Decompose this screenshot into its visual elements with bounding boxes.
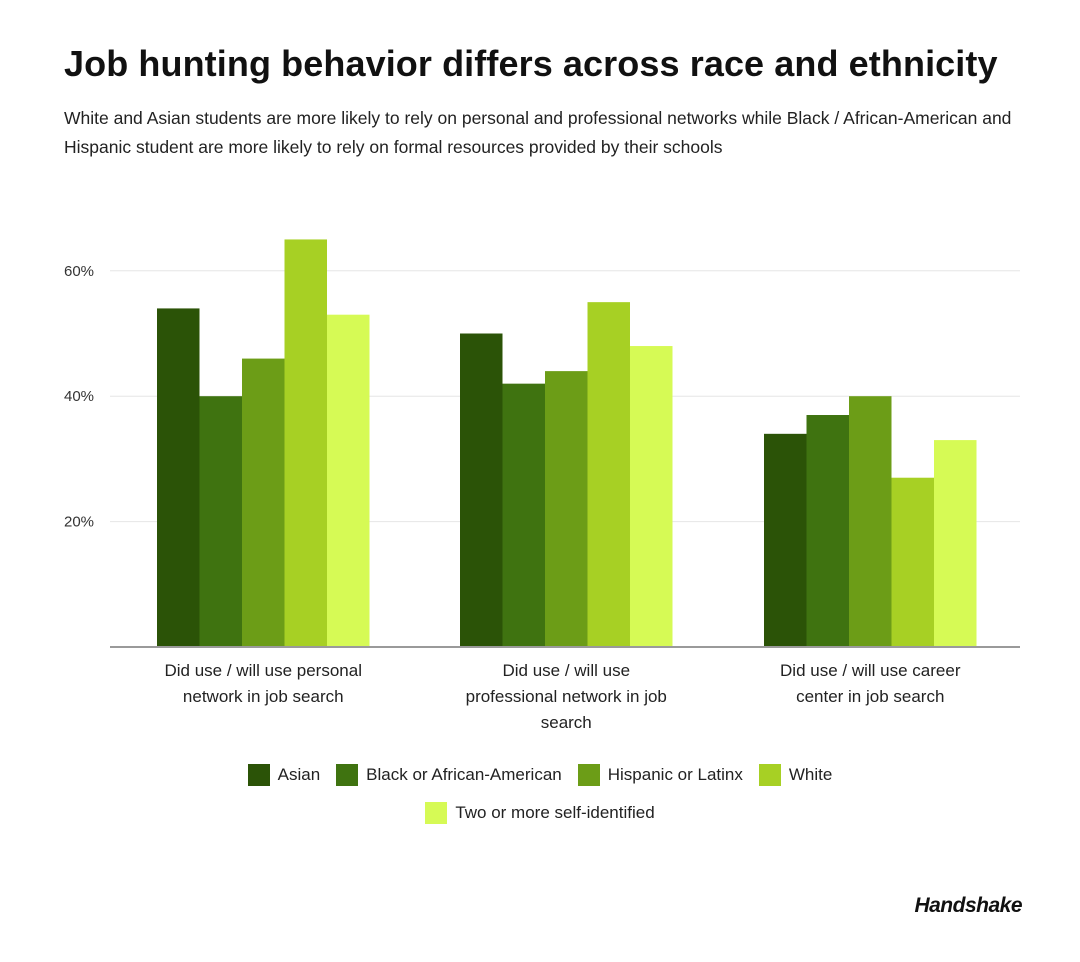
legend-label: White: [788, 765, 833, 784]
legend-label: Two or more self-identified: [455, 803, 655, 822]
bar-asian: [460, 333, 503, 647]
bar-chart: 20% 40% 60% Did use / will use personal netw…: [64, 239, 1020, 732]
legend-label: Asian: [277, 765, 321, 784]
y-tick-label: 20%: [64, 514, 94, 531]
bar-hispanic-or-latinx: [242, 358, 285, 647]
x-category-label: network in job search: [183, 687, 344, 706]
bar-two-or-more-self-identified: [630, 346, 673, 647]
bars: [157, 239, 977, 647]
bar-white: [587, 302, 630, 647]
legend-swatch: [336, 764, 359, 786]
legend-label: Hispanic or Latinx: [607, 765, 743, 784]
x-category-label: Did use / will use: [502, 661, 630, 680]
legend-swatch: [247, 764, 270, 786]
bar-hispanic-or-latinx: [849, 396, 892, 647]
bar-black-or-african-american: [806, 415, 849, 647]
y-tick-label: 40%: [64, 388, 94, 405]
bar-two-or-more-self-identified: [934, 440, 977, 647]
x-category-label: search: [541, 713, 592, 732]
legend-swatch: [758, 764, 781, 786]
bar-hispanic-or-latinx: [545, 371, 588, 647]
chart-title: Job hunting behavior differs across race…: [64, 43, 998, 84]
bar-asian: [157, 308, 200, 647]
legend-swatch: [425, 802, 448, 824]
y-tick-label: 60%: [64, 263, 94, 280]
legend-item: White: [758, 764, 833, 786]
bar-black-or-african-american: [502, 383, 545, 647]
legend-item: Black or African-American: [336, 764, 562, 786]
bar-white: [891, 477, 934, 647]
bar-white: [284, 239, 327, 647]
x-category-label: professional network in job: [466, 687, 667, 706]
x-category-label: center in job search: [796, 687, 944, 706]
legend-item: Asian: [247, 764, 321, 786]
bar-two-or-more-self-identified: [327, 314, 370, 647]
legend-item: Two or more self-identified: [425, 802, 655, 824]
x-category-label: Did use / will use career: [780, 661, 961, 680]
axes: 20% 40% 60% Did use / will use personal netw…: [64, 263, 1020, 732]
legend: Asian Black or African-American Hispanic o…: [150, 764, 930, 824]
x-category-label: Did use / will use personal: [165, 661, 362, 680]
chart-subtitle: White and Asian students are more likely…: [64, 108, 1012, 157]
legend-label: Black or African-American: [366, 765, 562, 784]
legend-item: Hispanic or Latinx: [577, 764, 743, 786]
bar-black-or-african-american: [199, 396, 242, 647]
legend-swatch: [577, 764, 600, 786]
bar-asian: [764, 433, 807, 647]
brand-logo: Handshake: [914, 894, 1022, 917]
